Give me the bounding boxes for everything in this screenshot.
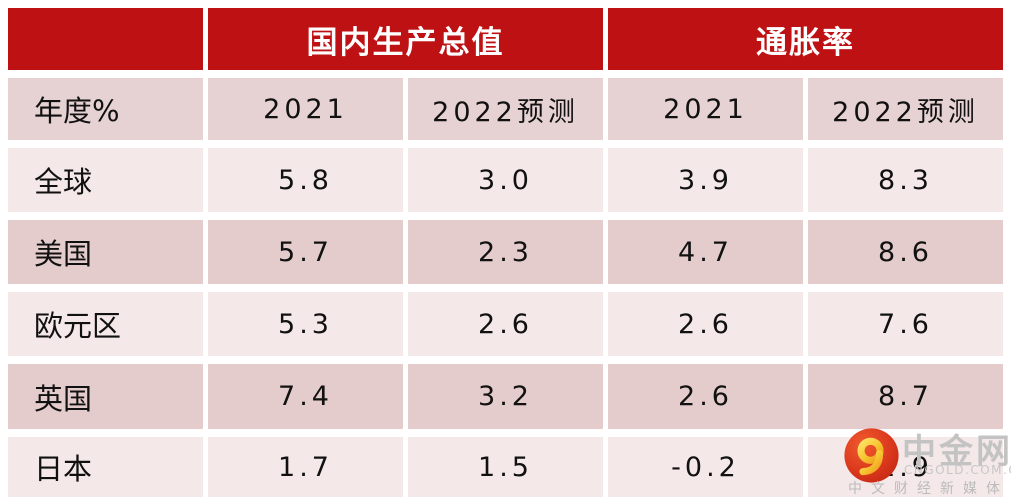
row-label-japan: 日本 bbox=[8, 437, 203, 497]
economic-data-table: 国内生产总值 通胀率 年度% 2021 2022预测 2021 2022预测 全… bbox=[8, 8, 1003, 497]
row-label-uk: 英国 bbox=[8, 364, 203, 429]
cngold-watermark: 中金网 CNGOLD.COM.CN 中文财经新媒体 bbox=[843, 427, 1011, 497]
subheader-col-gdp-2022f: 2022预测 bbox=[408, 78, 603, 140]
row-label-global: 全球 bbox=[8, 148, 203, 212]
value-cell: 5.8 bbox=[208, 148, 403, 212]
subheader-col-inflation-2021: 2021 bbox=[608, 78, 803, 140]
value-cell: 2.6 bbox=[408, 292, 603, 356]
value-cell: 8.6 bbox=[808, 220, 1003, 284]
subheader-unit-label: 年度% bbox=[8, 78, 203, 140]
value-cell: 1.7 bbox=[208, 437, 403, 497]
watermark-tagline: 中文财经新媒体 bbox=[848, 481, 1009, 497]
group-header-inflation: 通胀率 bbox=[608, 8, 1003, 70]
corner-header-cell bbox=[8, 8, 203, 70]
value-cell: 1.5 bbox=[408, 437, 603, 497]
value-cell: 7.6 bbox=[808, 292, 1003, 356]
cngold-logo-icon bbox=[844, 428, 899, 483]
value-cell: 2.3 bbox=[408, 220, 603, 284]
watermark-domain: CNGOLD.COM.CN bbox=[904, 463, 1011, 477]
watermark-brand-name: 中金网 bbox=[902, 432, 1011, 472]
value-cell: 3.9 bbox=[608, 148, 803, 212]
subheader-col-gdp-2021: 2021 bbox=[208, 78, 403, 140]
value-cell: 5.7 bbox=[208, 220, 403, 284]
value-cell: 2.6 bbox=[608, 364, 803, 429]
value-cell: 8.3 bbox=[808, 148, 1003, 212]
value-cell: 2.6 bbox=[608, 292, 803, 356]
row-label-eurozone: 欧元区 bbox=[8, 292, 203, 356]
value-cell: 8.7 bbox=[808, 364, 1003, 429]
group-header-gdp: 国内生产总值 bbox=[208, 8, 603, 70]
value-cell: 7.4 bbox=[208, 364, 403, 429]
subheader-col-inflation-2022f: 2022预测 bbox=[808, 78, 1003, 140]
value-cell: -0.2 bbox=[608, 437, 803, 497]
value-cell: 3.2 bbox=[408, 364, 603, 429]
row-label-usa: 美国 bbox=[8, 220, 203, 284]
value-cell: 3.0 bbox=[408, 148, 603, 212]
value-cell: 4.7 bbox=[608, 220, 803, 284]
value-cell: 5.3 bbox=[208, 292, 403, 356]
value-cell: 1.9 bbox=[808, 437, 1003, 497]
